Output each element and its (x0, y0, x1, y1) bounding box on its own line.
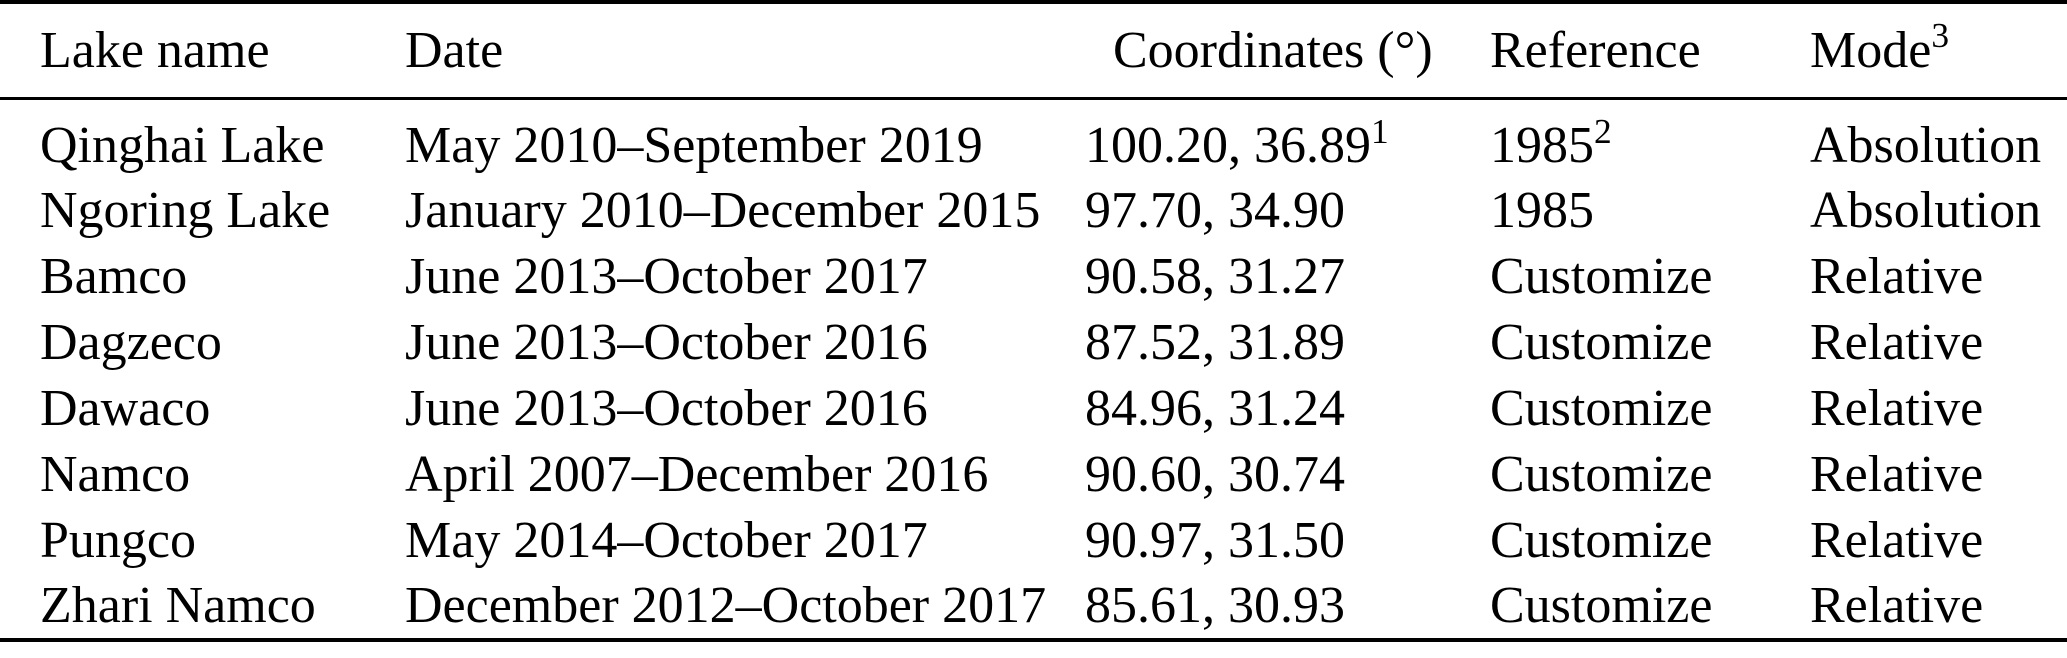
table-row: Namco April 2007–December 2016 90.60, 30… (0, 442, 2067, 508)
col-header-coordinates-label: Coordinates (°) (1113, 21, 1433, 79)
date-cell: April 2007–December 2016 (405, 446, 989, 504)
table-row: Bamco June 2013–October 2017 90.58, 31.2… (0, 244, 2067, 310)
reference-cell: 19852 (1415, 98, 1810, 178)
reference-cell: Customize (1490, 314, 1713, 372)
coordinates-cell: 85.61, 30.93 (1085, 577, 1345, 635)
col-header-lake-name-label: Lake name (40, 21, 270, 79)
table-row: Ngoring Lake January 2010–December 2015 … (0, 178, 2067, 244)
lake-name-cell: Ngoring Lake (40, 182, 331, 240)
lake-name-cell: Dawaco (40, 380, 211, 438)
lake-name-cell: Pungco (40, 512, 196, 570)
table-row: Qinghai Lake May 2010–September 2019 100… (0, 98, 2067, 178)
coordinates-cell: 87.52, 31.89 (1085, 314, 1345, 372)
mode-cell: Relative (1810, 512, 1984, 570)
date-cell: June 2013–October 2016 (405, 314, 928, 372)
date-cell: May 2014–October 2017 (405, 512, 928, 570)
header-row: Lake name Date Coordinates (°) Reference… (0, 2, 2067, 100)
col-header-lake-name: Lake name (0, 2, 405, 100)
col-header-reference: Reference (1415, 2, 1810, 100)
table-row: Dawaco June 2013–October 2016 84.96, 31.… (0, 376, 2067, 442)
table-row: Zhari Namco December 2012–October 2017 8… (0, 574, 2067, 640)
coordinates-cell: 84.96, 31.24 (1085, 380, 1345, 438)
coordinates-cell: 90.58, 31.27 (1085, 248, 1345, 306)
footnote-marker-2: 2 (1594, 110, 1612, 151)
coordinates-cell: 90.60, 30.74 (1085, 446, 1345, 504)
reference-cell: Customize (1490, 248, 1713, 306)
lake-name-cell: Zhari Namco (40, 577, 316, 635)
mode-cell: Relative (1810, 577, 1984, 635)
mode-cell: Absolution (1810, 182, 2042, 240)
mode-cell: Absolution (1810, 117, 2042, 175)
coordinates-cell: 100.20, 36.891 (1085, 98, 1415, 178)
footnote-marker-3: 3 (1931, 15, 1950, 56)
col-header-mode-label: Mode (1810, 21, 1932, 79)
date-cell: June 2013–October 2016 (405, 380, 928, 438)
mode-cell: Relative (1810, 446, 1984, 504)
mode-cell: Relative (1810, 380, 1984, 438)
table-header: Lake name Date Coordinates (°) Reference… (0, 2, 2067, 100)
reference-cell: Customize (1490, 512, 1713, 570)
coordinates-value: 100.20, 36.89 (1085, 117, 1371, 175)
col-header-reference-label: Reference (1490, 21, 1701, 79)
reference-cell: Customize (1490, 577, 1713, 635)
footnote-marker-1: 1 (1371, 110, 1389, 151)
col-header-mode: Mode3 (1810, 2, 2067, 100)
lake-name-cell: Bamco (40, 248, 188, 306)
reference-cell: Customize (1490, 446, 1713, 504)
lake-name-cell: Dagzeco (40, 314, 222, 372)
table-row: Pungco May 2014–October 2017 90.97, 31.5… (0, 508, 2067, 574)
mode-cell: Relative (1810, 314, 1984, 372)
date-cell: June 2013–October 2017 (405, 248, 928, 306)
table-body: Qinghai Lake May 2010–September 2019 100… (0, 98, 2067, 640)
coordinates-cell: 97.70, 34.90 (1085, 182, 1345, 240)
reference-value: 1985 (1490, 117, 1594, 175)
lake-name-cell: Namco (40, 446, 191, 504)
mode-cell: Relative (1810, 248, 1984, 306)
date-cell: May 2010–September 2019 (405, 117, 983, 175)
reference-cell: 1985 (1490, 182, 1594, 240)
date-cell: December 2012–October 2017 (405, 577, 1047, 635)
reference-cell: Customize (1490, 380, 1713, 438)
lake-observation-table: Lake name Date Coordinates (°) Reference… (0, 0, 2067, 642)
lake-name-cell: Qinghai Lake (40, 117, 325, 175)
table-row: Dagzeco June 2013–October 2016 87.52, 31… (0, 310, 2067, 376)
col-header-date: Date (405, 2, 1085, 100)
col-header-coordinates: Coordinates (°) (1113, 2, 1443, 100)
coordinates-cell: 90.97, 31.50 (1085, 512, 1345, 570)
col-header-date-label: Date (405, 21, 504, 79)
date-cell: January 2010–December 2015 (405, 182, 1041, 240)
